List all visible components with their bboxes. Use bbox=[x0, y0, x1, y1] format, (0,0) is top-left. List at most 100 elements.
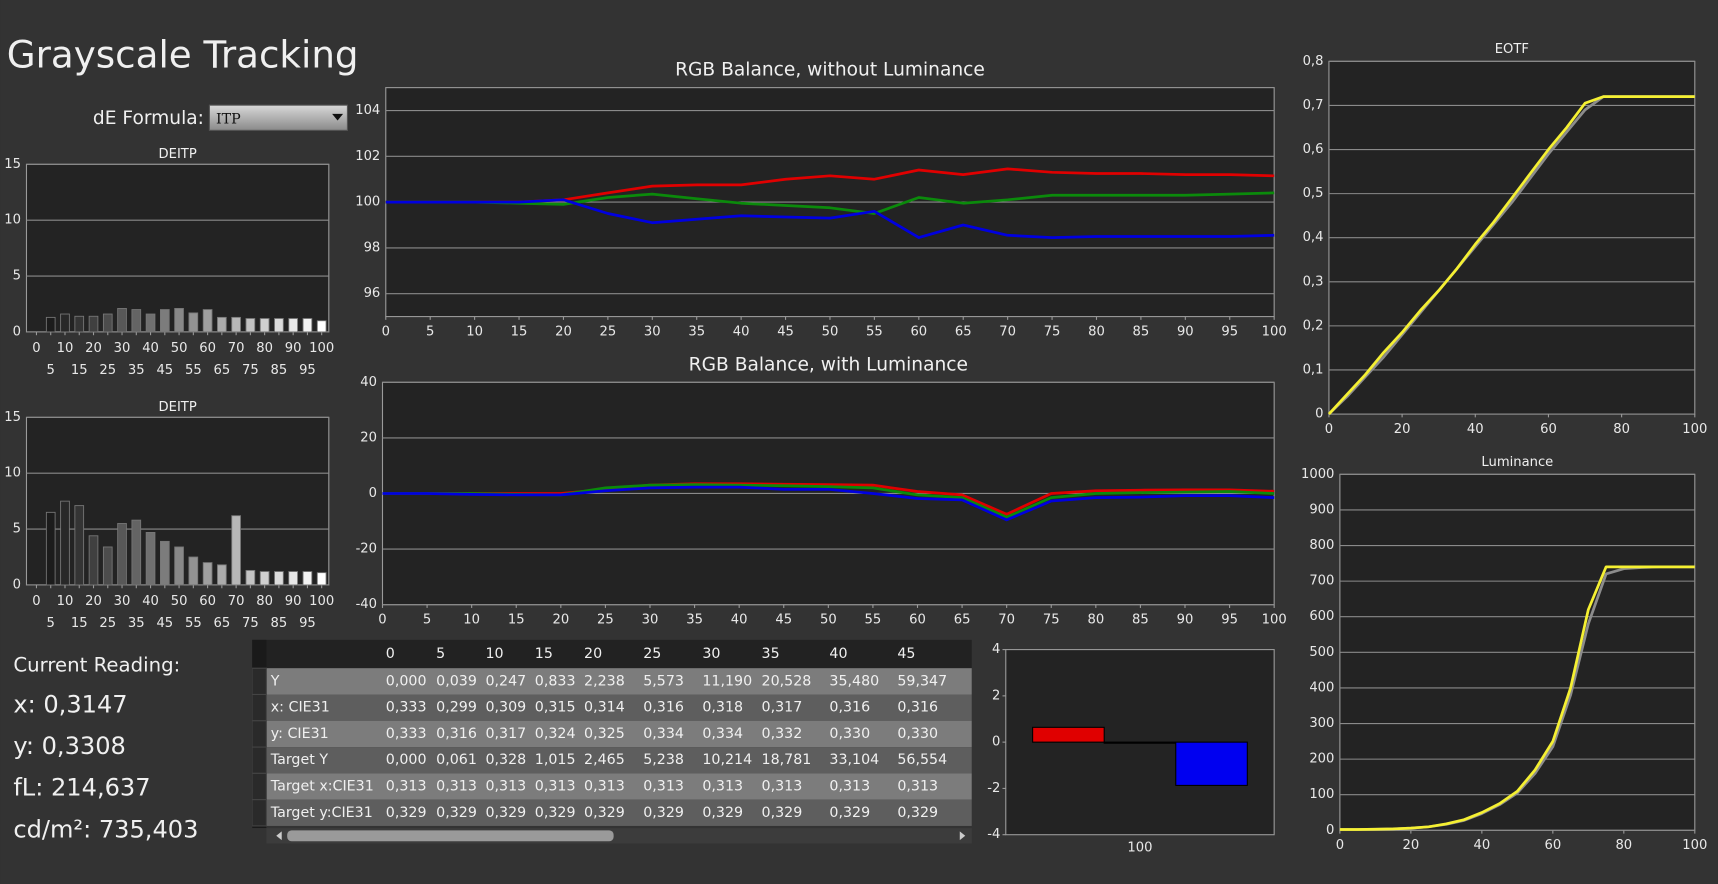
table-cell: 0,330 bbox=[897, 726, 938, 742]
y-tick-label: 10 bbox=[4, 213, 21, 228]
column-header: 20 bbox=[584, 646, 602, 662]
x-tick-label: 30 bbox=[644, 324, 661, 339]
formula-dropdown[interactable]: ITP bbox=[208, 104, 348, 131]
formula-label: dE Formula: bbox=[93, 108, 204, 129]
x-tick-label: 20 bbox=[1403, 838, 1420, 853]
table-cell: 56,554 bbox=[897, 752, 947, 768]
bar bbox=[274, 571, 284, 586]
bar bbox=[88, 315, 99, 333]
scroll-left[interactable] bbox=[276, 831, 282, 841]
reading-title: Current Reading: bbox=[13, 654, 180, 677]
table-cell: 0,332 bbox=[762, 726, 803, 742]
table-cell: 35,480 bbox=[829, 673, 879, 689]
table-cell: 20,528 bbox=[762, 673, 812, 689]
x-tick-label: 80 bbox=[1088, 324, 1105, 339]
bar bbox=[102, 313, 113, 333]
x-tick-label: 100 bbox=[309, 341, 334, 356]
table-cell: 0,316 bbox=[829, 700, 870, 716]
data-table: 0 5 10 15 20 25 30 35 40 45 Y 0,000 0,039 0,247 0,833 2… bbox=[252, 639, 972, 829]
x-tick-label: 90 bbox=[285, 594, 302, 609]
table-cell: 0,333 bbox=[386, 700, 427, 716]
bar bbox=[188, 312, 199, 333]
table-cell: 0,000 bbox=[386, 752, 427, 768]
table-cell: 0,316 bbox=[436, 726, 477, 742]
y-tick-label: 600 bbox=[1309, 609, 1334, 624]
y-tick-label: 0,3 bbox=[1303, 274, 1324, 289]
bar bbox=[1175, 741, 1248, 786]
bar bbox=[274, 318, 284, 333]
bar bbox=[231, 515, 241, 586]
x-tick-label: 85 bbox=[271, 616, 288, 631]
y-tick-label: 0,2 bbox=[1303, 318, 1324, 333]
table-cell: 0,329 bbox=[829, 805, 870, 821]
x-tick-label: 45 bbox=[156, 363, 173, 378]
x-tick-label: 100 bbox=[309, 594, 334, 609]
scroll-thumb[interactable] bbox=[287, 830, 614, 842]
x-tick-label: 55 bbox=[865, 613, 882, 628]
x-tick-label: 55 bbox=[185, 616, 202, 631]
x-tick-label: 30 bbox=[642, 613, 659, 628]
series-line bbox=[1327, 95, 1695, 415]
x-tick-label: 10 bbox=[57, 594, 74, 609]
series-line bbox=[1339, 565, 1695, 831]
bar bbox=[202, 309, 213, 333]
dropdown-arrow[interactable] bbox=[332, 113, 344, 121]
y-tick-label: 200 bbox=[1309, 752, 1334, 767]
table-cell: 0,313 bbox=[702, 779, 743, 795]
y-tick-label: 15 bbox=[4, 410, 21, 425]
row-selector bbox=[252, 799, 267, 827]
y-tick-label: 0 bbox=[992, 735, 1000, 750]
x-tick-label: 25 bbox=[600, 324, 617, 339]
series-line bbox=[385, 191, 1275, 215]
column-header: 30 bbox=[702, 646, 720, 662]
y-tick-label: 5 bbox=[13, 522, 21, 537]
column-header: 25 bbox=[643, 646, 661, 662]
x-tick-label: 25 bbox=[597, 613, 614, 628]
x-tick-label: 25 bbox=[99, 363, 116, 378]
x-tick-label: 90 bbox=[1177, 324, 1194, 339]
x-tick-label: 20 bbox=[85, 594, 102, 609]
row-selector bbox=[252, 693, 267, 722]
bar bbox=[60, 313, 70, 333]
table-cell: 0,313 bbox=[386, 779, 427, 795]
x-tick-label: 75 bbox=[242, 616, 259, 631]
bar bbox=[88, 535, 99, 586]
x-tick-label: 20 bbox=[552, 613, 569, 628]
y-tick-label: -2 bbox=[987, 781, 1000, 796]
table-cell: 0,247 bbox=[485, 673, 526, 689]
x-tick-label: 95 bbox=[1221, 324, 1238, 339]
chart-title: EOTF bbox=[1495, 42, 1529, 57]
x-tick-label: 80 bbox=[1615, 838, 1632, 853]
x-tick-label: 40 bbox=[731, 613, 748, 628]
row-label: Target Y bbox=[270, 752, 329, 768]
table-cell: 0,329 bbox=[643, 805, 684, 821]
table-row bbox=[266, 799, 972, 826]
x-tick-label: 75 bbox=[1044, 324, 1061, 339]
y-tick-label: 10 bbox=[4, 466, 21, 481]
x-tick-label: 90 bbox=[1177, 613, 1194, 628]
row-label: Y bbox=[270, 673, 280, 689]
x-tick-label: 65 bbox=[214, 363, 231, 378]
bar bbox=[288, 571, 298, 586]
table-cell: 11,190 bbox=[702, 673, 752, 689]
table-cell: 0,833 bbox=[535, 673, 576, 689]
x-tick-label: 50 bbox=[822, 324, 839, 339]
bar bbox=[159, 309, 170, 333]
dropdown-box[interactable] bbox=[208, 104, 348, 131]
table-scrollbar[interactable] bbox=[266, 828, 972, 844]
scroll-right[interactable] bbox=[959, 831, 966, 841]
column-header: 40 bbox=[829, 646, 847, 662]
table-cell: 5,238 bbox=[643, 752, 684, 768]
table-row bbox=[266, 668, 972, 695]
table-row bbox=[266, 720, 972, 748]
y-tick-label: -40 bbox=[356, 597, 377, 612]
column-header: 0 bbox=[386, 646, 395, 662]
x-tick-label: 50 bbox=[171, 341, 188, 356]
x-tick-label: 60 bbox=[909, 613, 926, 628]
y-tick-label: 4 bbox=[992, 642, 1000, 657]
dropdown-value[interactable]: ITP bbox=[216, 111, 241, 127]
chart-title: Luminance bbox=[1481, 455, 1553, 470]
bar bbox=[316, 320, 327, 333]
x-tick-label: 35 bbox=[128, 363, 145, 378]
